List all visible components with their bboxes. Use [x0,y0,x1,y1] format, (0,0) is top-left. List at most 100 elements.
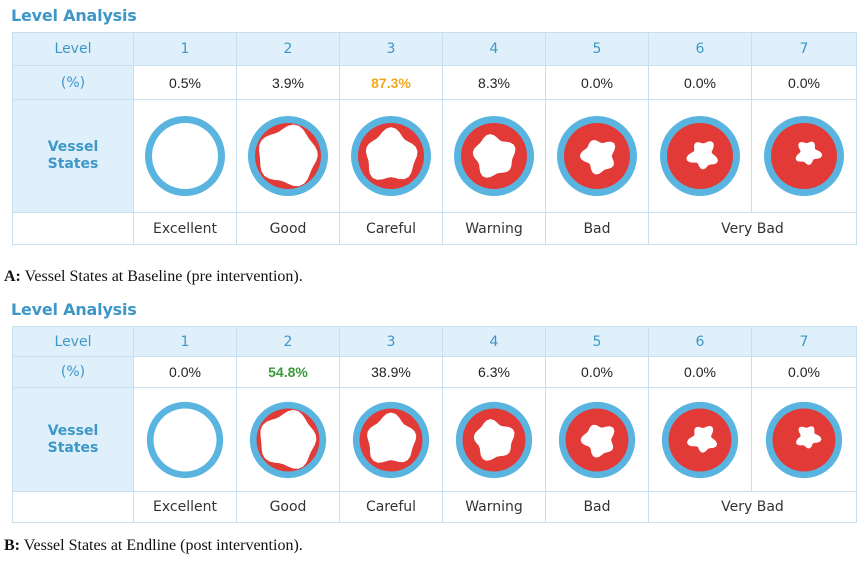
caption-text: Vessel States at Endline (post intervent… [20,537,303,554]
row-header-vessel-line2: States [47,439,99,456]
percent-row: (%) 0.5% 3.9% 87.3% 8.3% 0.0% 0.0% 0.0% [12,65,857,100]
level-cell: 4 [442,32,546,66]
caption-label: A: [4,268,21,285]
percent-cell: 6.3% [442,356,546,388]
state-cell: Careful [339,212,443,245]
vessel-lumen [687,425,718,453]
level-cell: 2 [236,326,340,357]
state-cell: Very Bad [648,491,857,523]
percent-cell: 0.0% [133,356,237,388]
level-cell: 3 [339,326,443,357]
level-row: Level 1 2 3 4 5 6 7 [12,32,857,66]
level-row: Level 1 2 3 4 5 6 7 [12,326,857,357]
level-cell: 7 [751,32,857,66]
row-header-percent: (%) [12,356,134,388]
vessel-lumen [580,424,615,458]
state-cell: Bad [545,491,649,523]
vessel-warning-icon [455,401,533,478]
percent-row: (%) 0.0% 54.8% 38.9% 6.3% 0.0% 0.0% 0.0% [12,356,857,388]
vessel-cell [236,99,340,213]
level-cell: 1 [133,326,237,357]
percent-cell: 8.3% [442,65,546,100]
vessel-lumen [259,124,318,187]
row-header-vessel-line2: States [47,156,99,172]
vessel-lumen [260,409,317,469]
level-cell: 6 [648,326,752,357]
vessel-excellent-icon [146,401,224,478]
percent-cell: 54.8% [236,356,340,388]
section-title: Level Analysis [11,300,137,319]
vessel-lumen [579,139,616,175]
percent-cell: 87.3% [339,65,443,100]
vessel-cell [545,387,649,492]
vessel-cell [133,387,237,492]
state-row-blank [12,212,134,245]
level-cell: 6 [648,32,752,66]
percent-cell: 0.0% [545,65,649,100]
vessel-lumen [367,411,417,463]
vessel-cell [133,99,237,213]
vessel-careful-icon [352,401,430,478]
row-header-level: Level [12,32,134,66]
vessel-cell [648,99,752,213]
vessel-bad-icon [558,401,636,478]
vessel-cell [339,387,443,492]
caption-text: Vessel States at Baseline (pre intervent… [20,268,303,285]
caption-label: B: [4,537,20,554]
vessel-cell [648,387,752,492]
section-title: Level Analysis [11,6,137,25]
state-row: Excellent Good Careful Warning Bad Very … [12,212,857,245]
level-cell: 2 [236,32,340,66]
state-row: Excellent Good Careful Warning Bad Very … [12,491,857,523]
level-analysis-table: Level 1 2 3 4 5 6 7 (%) 0.5% 3.9% 87.3% … [12,32,857,245]
caption-b: B: Vessel States at Endline (post interv… [4,537,303,555]
vessel-lumen [472,134,516,178]
vessel-warning-icon [454,116,534,196]
state-cell: Warning [442,212,546,245]
vessel-cell [442,99,546,213]
caption-a: A: Vessel States at Baseline (pre interv… [4,268,303,286]
vessel-bad-icon [557,116,637,196]
vessel-lumen [152,123,218,189]
vessel-careful-icon [351,116,431,196]
row-header-vessel-line1: Vessel [47,139,99,155]
vessel-good-icon [248,116,328,196]
vessel-lumen [796,425,822,448]
row-header-vessel-line1: Vessel [47,422,99,439]
vessel-cell [442,387,546,492]
level-cell: 1 [133,32,237,66]
percent-cell: 3.9% [236,65,340,100]
percent-cell: 0.0% [751,65,857,100]
state-cell: Excellent [133,491,237,523]
vessel-cell [339,99,443,213]
row-header-vessel: Vessel States [12,99,134,213]
state-cell: Bad [545,212,649,245]
vessel-row: Vessel States [12,99,857,213]
row-header-level: Level [12,326,134,357]
level-cell: 4 [442,326,546,357]
row-header-percent: (%) [12,65,134,100]
vessel-very-bad-icon [661,401,739,478]
vessel-lumen [686,141,719,170]
state-cell: Good [236,491,340,523]
vessel-lumen [473,418,515,461]
percent-cell: 0.0% [648,356,752,388]
vessel-lumen [153,408,217,471]
state-row-blank [12,491,134,523]
level-analysis-table: Level 1 2 3 4 5 6 7 (%) 0.0% 54.8% 38.9%… [12,326,857,523]
vessel-cell [751,99,857,213]
state-cell: Very Bad [648,212,857,245]
vessel-row: Vessel States [12,387,857,492]
vessel-very-bad-icon [660,116,740,196]
level-cell: 5 [545,326,649,357]
percent-cell: 0.0% [751,356,857,388]
vessel-lumen [365,127,418,180]
level-cell: 5 [545,32,649,66]
vessel-severe-icon [764,116,844,196]
vessel-good-icon [249,401,327,478]
percent-cell: 0.0% [545,356,649,388]
vessel-cell [751,387,857,492]
level-cell: 7 [751,326,857,357]
state-cell: Good [236,212,340,245]
vessel-cell [236,387,340,492]
